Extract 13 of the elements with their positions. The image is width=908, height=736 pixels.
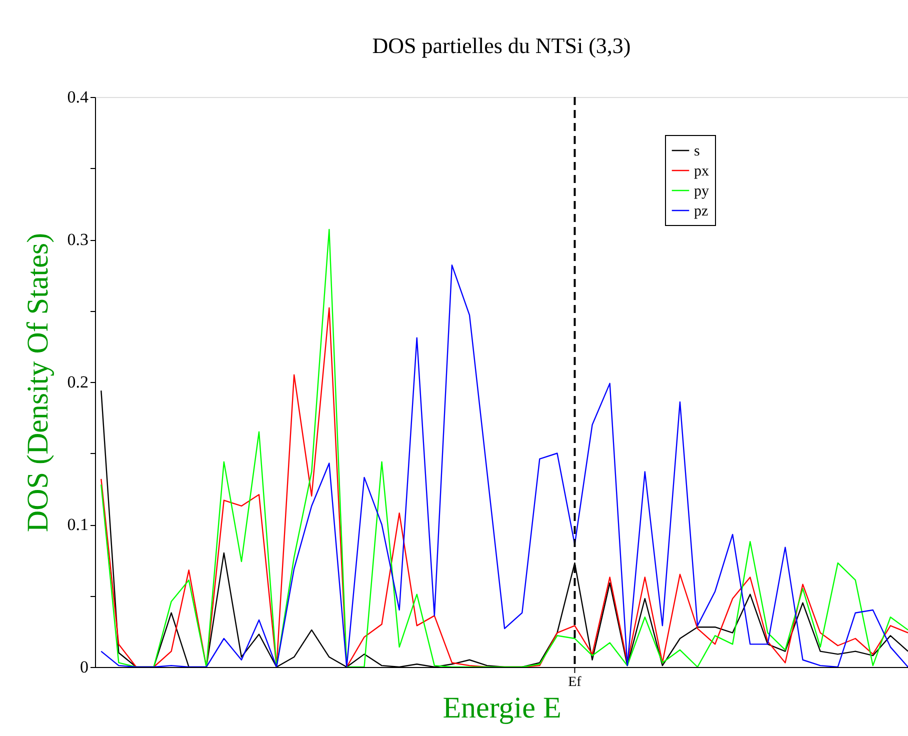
- legend-label: s: [694, 144, 700, 160]
- y-tick-label: 0.2: [67, 372, 88, 392]
- y-tick-label: 0.3: [67, 230, 88, 249]
- chart-title: DOS partielles du NTSi (3,3): [372, 33, 631, 58]
- y-tick-label: 0.1: [67, 515, 88, 534]
- x-axis-title: Energie E: [442, 692, 562, 724]
- legend-label: py: [694, 184, 710, 200]
- y-tick-label: 0.4: [67, 88, 89, 106]
- y-tick-label: 0: [80, 658, 88, 676]
- text: Ef: [568, 675, 582, 690]
- y-axis-title: DOS (Density Of States): [21, 232, 54, 532]
- legend-label: px: [694, 164, 710, 180]
- legend-label: pz: [694, 204, 708, 220]
